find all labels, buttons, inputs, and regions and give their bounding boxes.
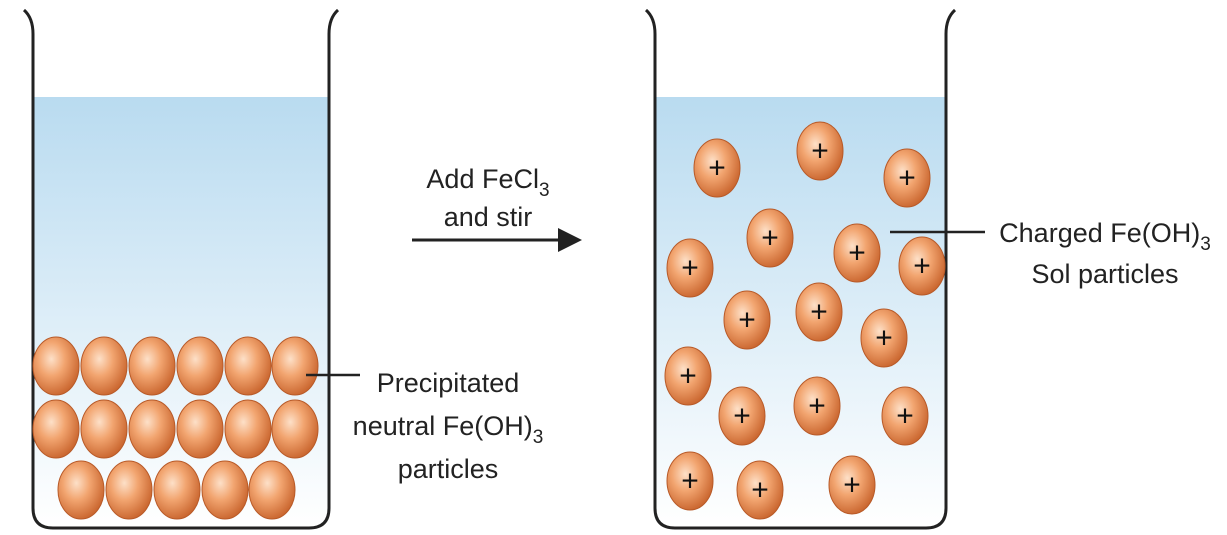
charge-sign: + xyxy=(848,237,866,270)
particle xyxy=(249,461,295,519)
charge-sign: + xyxy=(898,162,916,195)
charge-sign: + xyxy=(738,304,756,337)
charge-sign: + xyxy=(810,296,828,329)
particle xyxy=(58,461,104,519)
particle xyxy=(106,461,152,519)
label-text: Charged Fe(OH) xyxy=(999,218,1200,248)
charge-sign: + xyxy=(679,360,697,393)
subscript: 3 xyxy=(533,427,544,448)
subscript: 3 xyxy=(1200,234,1211,255)
charge-sign: + xyxy=(681,252,699,285)
label: Charged Fe(OH)3 xyxy=(999,218,1211,255)
charge-sign: + xyxy=(751,474,769,507)
particle xyxy=(154,461,200,519)
particle xyxy=(272,337,318,395)
particle xyxy=(177,337,223,395)
charge-sign: + xyxy=(808,390,826,423)
charge-sign: + xyxy=(681,465,699,498)
particle xyxy=(272,400,318,458)
label: Sol particles xyxy=(1031,259,1178,289)
particle xyxy=(129,337,175,395)
particle xyxy=(177,400,223,458)
particle xyxy=(33,400,79,458)
charge-sign: + xyxy=(708,152,726,185)
label: neutral Fe(OH)3 xyxy=(353,411,544,448)
charge-sign: + xyxy=(875,322,893,355)
charge-sign: + xyxy=(913,250,931,283)
diagram: +++++++++++++++++ Add FeCl3 and stir Pre… xyxy=(0,0,1227,535)
particle xyxy=(225,337,271,395)
label-text: neutral Fe(OH) xyxy=(353,411,533,441)
charge-sign: + xyxy=(896,400,914,433)
particle xyxy=(81,337,127,395)
charge-sign: + xyxy=(811,135,829,168)
particle xyxy=(225,400,271,458)
particle xyxy=(129,400,175,458)
particle xyxy=(202,461,248,519)
arrow-head xyxy=(558,228,582,252)
charge-sign: + xyxy=(733,400,751,433)
reagent-label: Add FeCl3 xyxy=(426,164,549,201)
particle xyxy=(81,400,127,458)
label: Precipitated xyxy=(377,368,520,398)
charge-sign: + xyxy=(843,469,861,502)
action-label: and stir xyxy=(444,202,533,232)
charge-sign: + xyxy=(761,222,779,255)
subscript: 3 xyxy=(539,180,550,201)
particle xyxy=(33,337,79,395)
label-text: Add FeCl xyxy=(426,164,539,194)
label: particles xyxy=(398,454,499,484)
